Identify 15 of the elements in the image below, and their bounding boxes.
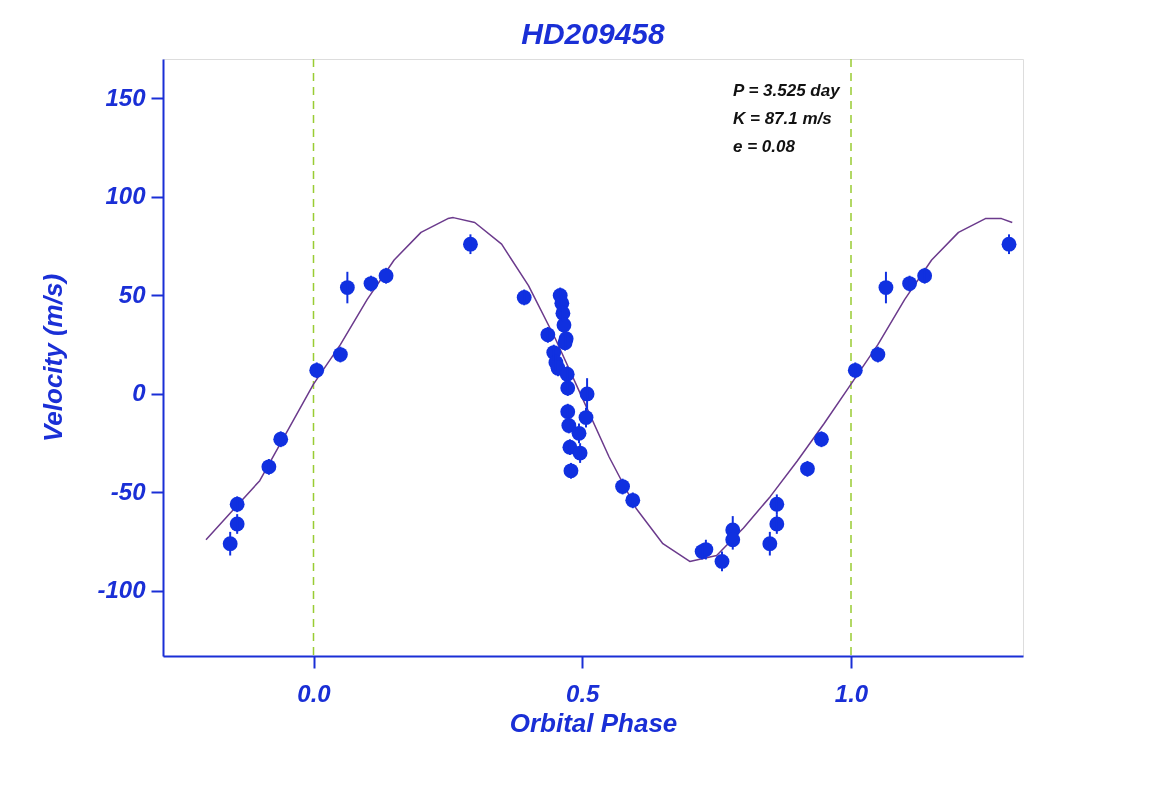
x-axis-title: Orbital Phase <box>509 707 678 738</box>
y-tick-label: 150 <box>105 83 147 111</box>
y-tick-label: 50 <box>118 280 147 308</box>
annotation: e = 0.08 <box>733 137 796 156</box>
y-tick-label: -50 <box>110 477 147 505</box>
y-axis-title: Velocity (m/s) <box>38 273 69 443</box>
annotation: K = 87.1 m/s <box>733 109 832 128</box>
x-tick-label: 0.5 <box>566 679 601 707</box>
x-tick-label: 0.0 <box>297 679 332 707</box>
y-tick-label: 0 <box>132 379 147 407</box>
chart-title: HD209458 <box>521 17 666 51</box>
y-tick-label: -100 <box>97 576 147 604</box>
y-tick-label: 100 <box>105 182 147 210</box>
annotation: P = 3.525 day <box>733 81 842 100</box>
x-tick-label: 1.0 <box>834 679 869 707</box>
